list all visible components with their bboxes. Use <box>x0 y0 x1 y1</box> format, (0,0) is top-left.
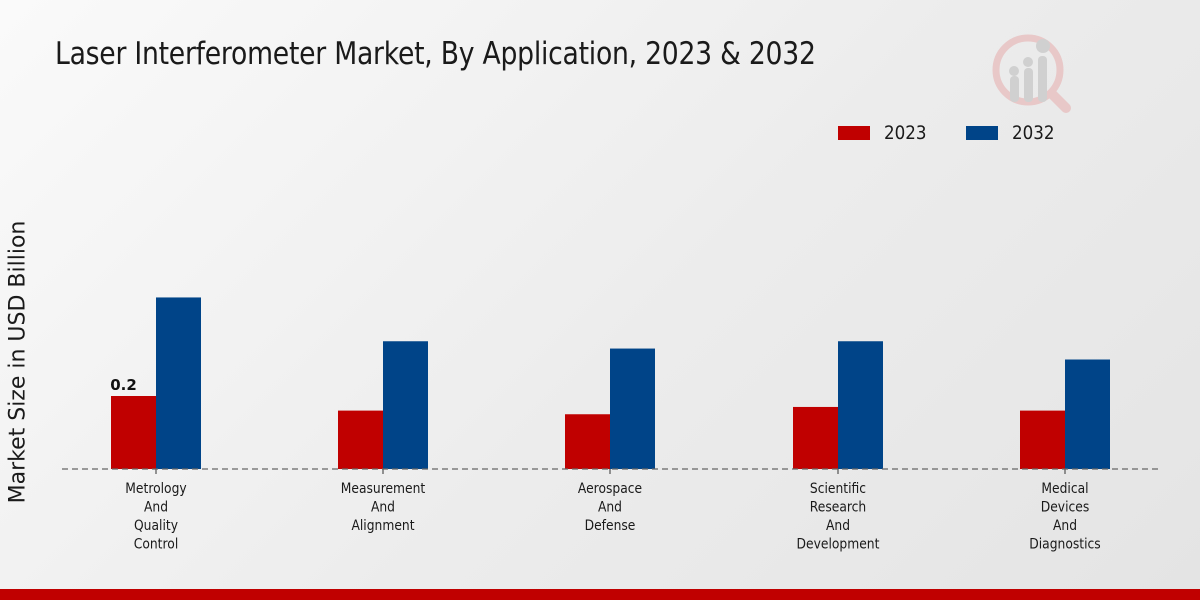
x-tick-label-line: Alignment <box>351 518 414 534</box>
legend-swatch-2023 <box>838 126 870 140</box>
x-tick-label-line: And <box>1053 518 1077 534</box>
x-tick-label-3: Scientific Research And Development <box>797 481 880 552</box>
legend-label-2023: 2023 <box>884 122 927 144</box>
data-label-0: 0.2 <box>110 376 137 394</box>
x-tick-label-line: Aerospace <box>578 481 642 497</box>
x-tick-label-line: Scientific <box>810 481 866 497</box>
x-tick-label-line: And <box>371 500 395 516</box>
bar-2032-3 <box>838 341 883 469</box>
legend-item-2023: 2023 <box>838 122 932 144</box>
bar-2032-1 <box>383 341 428 469</box>
bar-2023-1 <box>338 410 383 469</box>
x-tick-label-2: Aerospace And Defense <box>578 481 642 534</box>
x-tick-label-line: Control <box>134 537 178 553</box>
x-tick-label-line: And <box>598 500 622 516</box>
bar-2023-0 <box>111 396 156 469</box>
x-tick-label-line: Measurement <box>341 481 425 497</box>
bar-2023-3 <box>793 406 838 469</box>
x-tick-label-line: Medical <box>1041 481 1088 497</box>
bar-2023-4 <box>1020 410 1065 469</box>
bar-2032-2 <box>610 348 655 469</box>
x-tick-label-line: Diagnostics <box>1029 537 1101 553</box>
chart-title: Laser Interferometer Market, By Applicat… <box>55 36 816 72</box>
x-tick-label-line: And <box>144 500 168 516</box>
x-tick-label-1: Measurement And Alignment <box>341 481 425 534</box>
x-tick-label-line: Devices <box>1041 500 1090 516</box>
x-tick-label-line: Metrology <box>125 481 187 497</box>
legend-label-2032: 2032 <box>1012 122 1055 144</box>
bar-2032-0 <box>156 297 201 469</box>
footer-bar <box>0 589 1200 600</box>
x-tick-label-line: Development <box>797 537 880 553</box>
x-tick-label-line: And <box>826 518 850 534</box>
bar-2023-2 <box>565 414 610 469</box>
chart-legend: 2023 2032 <box>838 122 1095 144</box>
x-tick-label-line: Defense <box>585 518 636 534</box>
market-research-logo-icon <box>992 34 1071 113</box>
x-tick-label-4: Medical Devices And Diagnostics <box>1029 481 1101 552</box>
bar-2032-4 <box>1065 359 1110 469</box>
legend-item-2032: 2032 <box>966 122 1060 144</box>
legend-swatch-2032 <box>966 126 999 140</box>
x-tick-label-line: Research <box>810 500 866 516</box>
x-tick-label-line: Quality <box>134 518 178 534</box>
x-tick-label-0: Metrology And Quality Control <box>125 481 187 552</box>
